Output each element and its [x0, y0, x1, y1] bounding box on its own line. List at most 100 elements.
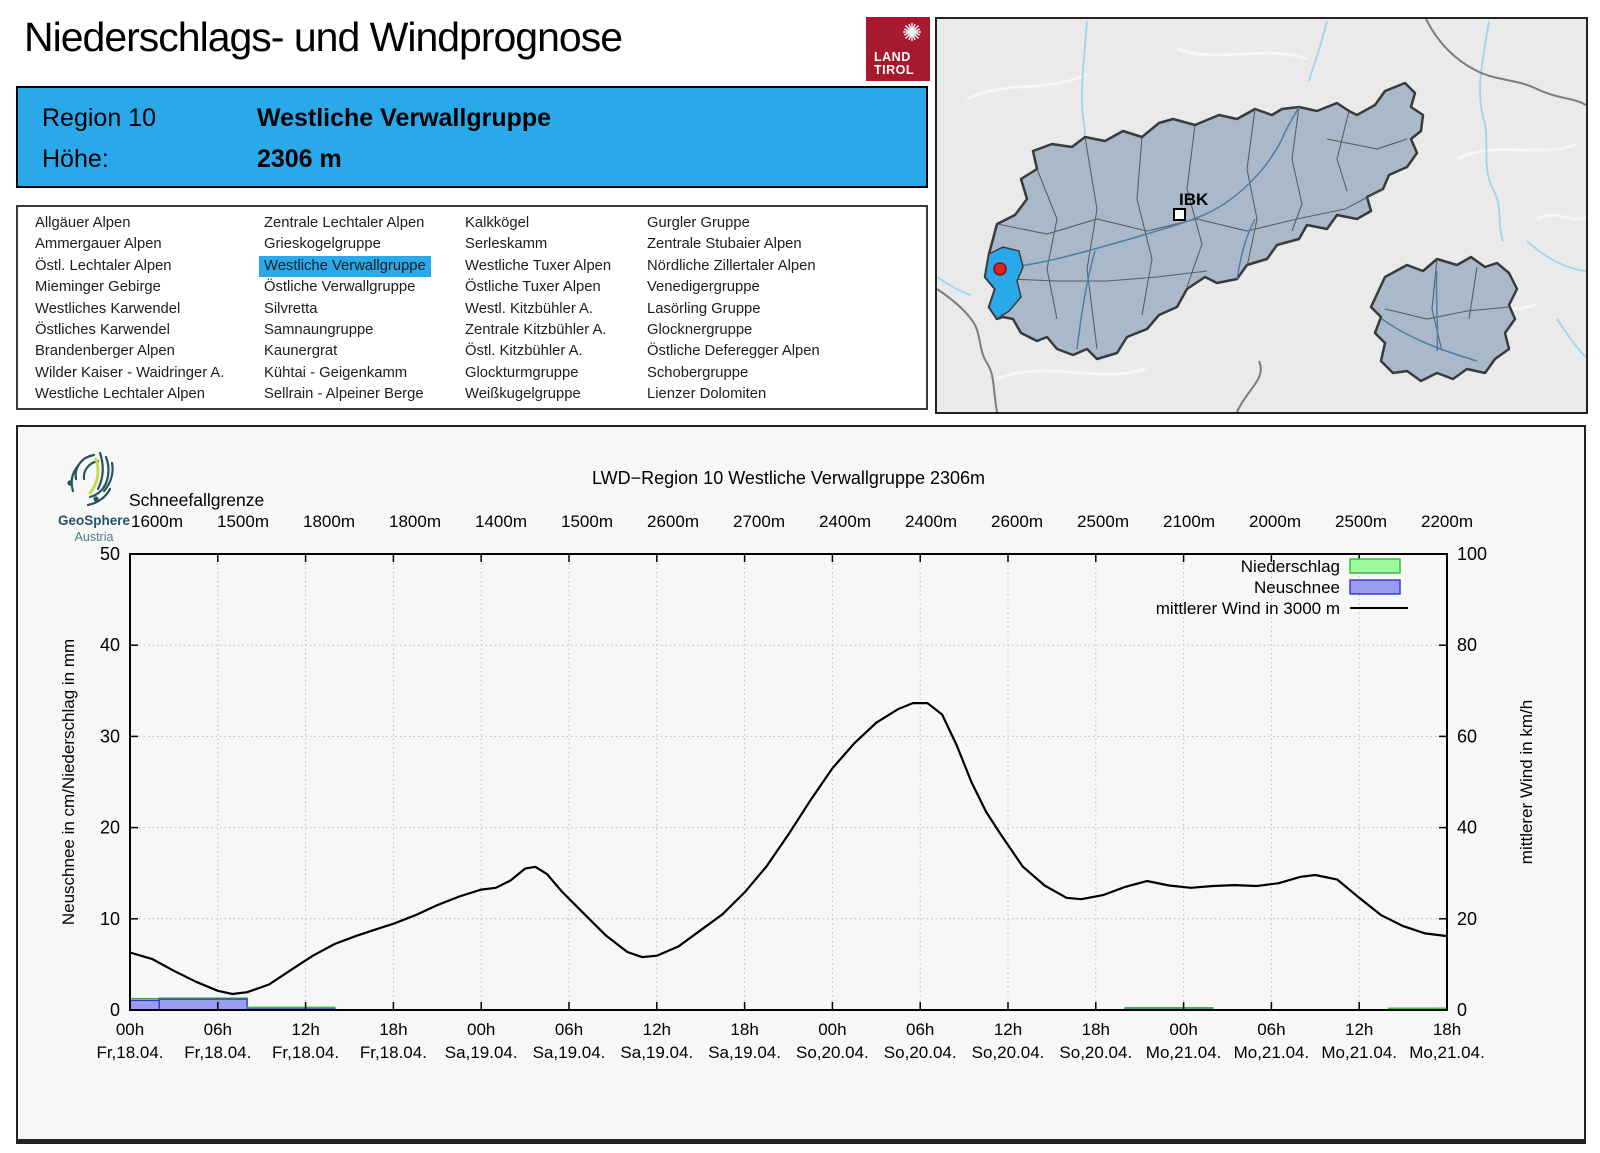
- region-list-column-4: Gurgler Gruppe Zentrale Stubaier Alpen Nör…: [647, 213, 926, 406]
- region-list-item[interactable]: Kalkkögel: [465, 215, 530, 231]
- region-list-column-1: Allgäuer Alpen Ammergauer Alpen Östl. Lech…: [35, 213, 264, 406]
- neuschnee-bar: [158, 998, 248, 1011]
- legend-swatch-neuschnee: [1349, 579, 1401, 595]
- region-list-item[interactable]: Schobergruppe: [647, 364, 749, 381]
- snowline-value: 2000m: [1249, 512, 1301, 531]
- x-axis-time-label: 00h: [467, 1020, 495, 1039]
- snowline-value: 1800m: [389, 512, 441, 531]
- tirol-overview-map[interactable]: IBK: [935, 17, 1588, 414]
- geosphere-name: GeoSphere: [58, 513, 131, 528]
- y-axis-right-label: 20: [1457, 909, 1477, 929]
- chart-title: LWD−Region 10 Westliche Verwallgruppe 23…: [592, 468, 985, 488]
- y-axis-left-label: 50: [100, 544, 120, 564]
- region-list-item[interactable]: Ammergauer Alpen: [35, 236, 162, 253]
- forecast-chart-panel: 0 10 20 30 40 50 0 20 40 60 80 100 00h Fr,18.04. 06h Fr…: [16, 425, 1586, 1144]
- tirol-logo-line1: LAND: [874, 50, 911, 64]
- snowline-value: 2700m: [733, 512, 785, 531]
- legend-label-niederschlag: Niederschlag: [1241, 557, 1340, 576]
- region-list-item[interactable]: Wilder Kaiser - Waidringer A.: [35, 364, 225, 381]
- y-axis-right-label: 60: [1457, 726, 1477, 746]
- east-tirol-region[interactable]: [1369, 255, 1519, 383]
- selected-region-westliche-verwallgruppe[interactable]: [984, 246, 1024, 321]
- snowline-value: 2100m: [1163, 512, 1215, 531]
- x-axis-time-label: 18h: [1433, 1020, 1461, 1039]
- snowline-value: 2400m: [905, 512, 957, 531]
- region-list-item[interactable]: Sellrain - Alpeiner Berge: [264, 386, 424, 403]
- snowline-value: 1500m: [217, 512, 269, 531]
- selected-region-dot: [993, 262, 1007, 276]
- region-list-item[interactable]: Kaunergrat: [264, 343, 338, 360]
- y-axis-right-label: 40: [1457, 818, 1477, 838]
- page-title: Niederschlags- und Windprognose: [24, 14, 623, 60]
- x-axis-date-label: Mo,21.04.: [1234, 1043, 1310, 1062]
- x-axis-time-label: 12h: [994, 1020, 1022, 1039]
- region-list-item[interactable]: Grieskogelgruppe: [264, 236, 381, 253]
- region-list-item-selected[interactable]: Westliche Verwallgruppe: [259, 255, 431, 278]
- x-axis-date-label: Sa,19.04.: [445, 1043, 518, 1062]
- region-list-item[interactable]: Östl. Kitzbühler A.: [465, 343, 583, 360]
- region-list-item[interactable]: Östliche Deferegger Alpen: [647, 343, 820, 360]
- y-axis-left-label: 20: [100, 818, 120, 838]
- region-list-item[interactable]: Allgäuer Alpen: [35, 215, 131, 231]
- region-list-item[interactable]: Gurgler Gruppe: [647, 215, 750, 231]
- region-list-item[interactable]: Nördliche Zillertaler Alpen: [647, 257, 816, 274]
- y-axis-left-label: 30: [100, 726, 120, 746]
- region-list-item[interactable]: Östliche Tuxer Alpen: [465, 279, 601, 296]
- x-axis-time-label: 06h: [906, 1020, 934, 1039]
- x-axis-time-label: 06h: [204, 1020, 232, 1039]
- snowline-value: 2400m: [819, 512, 871, 531]
- region-list-item[interactable]: Serleskamm: [465, 236, 548, 253]
- x-axis-date-label: Mo,21.04.: [1321, 1043, 1397, 1062]
- snowline-value: 1500m: [561, 512, 613, 531]
- neuschnee-bar: [129, 999, 160, 1011]
- region-list-item[interactable]: Silvretta: [264, 300, 318, 317]
- region-list-item[interactable]: Westliche Lechtaler Alpen: [35, 386, 205, 403]
- region-boundaries: [996, 106, 1510, 352]
- forecast-chart-svg: 0 10 20 30 40 50 0 20 40 60 80 100 00h Fr,18.04. 06h Fr…: [58, 451, 1536, 1062]
- region-list-column-3: Kalkkögel Serleskamm Westliche Tuxer Alpen…: [465, 213, 647, 406]
- region-list-item[interactable]: Zentrale Kitzbühler A.: [465, 322, 607, 339]
- region-list-item[interactable]: Samnaungruppe: [264, 322, 374, 339]
- ibk-label: IBK: [1179, 190, 1209, 209]
- ibk-marker: [1173, 208, 1186, 221]
- region-list-item[interactable]: Westl. Kitzbühler A.: [465, 300, 594, 317]
- y-axis-right-label: 100: [1457, 544, 1487, 564]
- region-list-item[interactable]: Östliche Verwallgruppe: [264, 279, 416, 296]
- region-list-item[interactable]: Zentrale Stubaier Alpen: [647, 236, 802, 253]
- region-list-item[interactable]: Venedigergruppe: [647, 279, 760, 296]
- wind-line: [128, 702, 1449, 996]
- region-list-item[interactable]: Lienzer Dolomiten: [647, 386, 767, 403]
- region-list-column-2: Zentrale Lechtaler Alpen Grieskogelgruppe…: [259, 213, 465, 406]
- region-list-item[interactable]: Westliche Tuxer Alpen: [465, 257, 612, 274]
- region-list-item[interactable]: Westliches Karwendel: [35, 300, 181, 317]
- x-axis-date-label: Fr,18.04.: [272, 1043, 339, 1062]
- region-list-item[interactable]: Glocknergruppe: [647, 322, 753, 339]
- y-axis-left-label: 10: [100, 909, 120, 929]
- region-list-item[interactable]: Brandenberger Alpen: [35, 343, 175, 360]
- region-list-item[interactable]: Östl. Lechtaler Alpen: [35, 257, 172, 274]
- region-number-label: Region 10: [42, 104, 156, 132]
- x-axis-time-label: 12h: [643, 1020, 671, 1039]
- region-list-item[interactable]: Mieminger Gebirge: [35, 279, 161, 296]
- snowline-value: 2500m: [1077, 512, 1129, 531]
- tirol-logo-background: [866, 17, 930, 81]
- x-axis-date-label: Sa,19.04.: [620, 1043, 693, 1062]
- snowline-value: 2600m: [647, 512, 699, 531]
- legend-label-wind: mittlerer Wind in 3000 m: [1156, 599, 1340, 618]
- region-name-value: Westliche Verwallgruppe: [256, 104, 552, 132]
- rivers-inside: [988, 106, 1478, 362]
- y-axis-right-label: 0: [1457, 1000, 1467, 1020]
- region-list-item[interactable]: Weißkugelgruppe: [465, 386, 581, 403]
- snowline-value: 1600m: [131, 512, 183, 531]
- y-axis-left-label: 40: [100, 635, 120, 655]
- region-list-item[interactable]: Kühtai - Geigenkamm: [264, 364, 408, 381]
- x-axis-time-label: 12h: [291, 1020, 319, 1039]
- snowline-value: 2600m: [991, 512, 1043, 531]
- region-list-item[interactable]: Glockturmgruppe: [465, 364, 579, 381]
- region-list-item[interactable]: Östliches Karwendel: [35, 322, 170, 339]
- region-list-item[interactable]: Zentrale Lechtaler Alpen: [264, 215, 425, 231]
- region-list-item[interactable]: Lasörling Gruppe: [647, 300, 761, 317]
- x-axis-date-label: Fr,18.04.: [96, 1043, 163, 1062]
- x-axis-time-label: 18h: [379, 1020, 407, 1039]
